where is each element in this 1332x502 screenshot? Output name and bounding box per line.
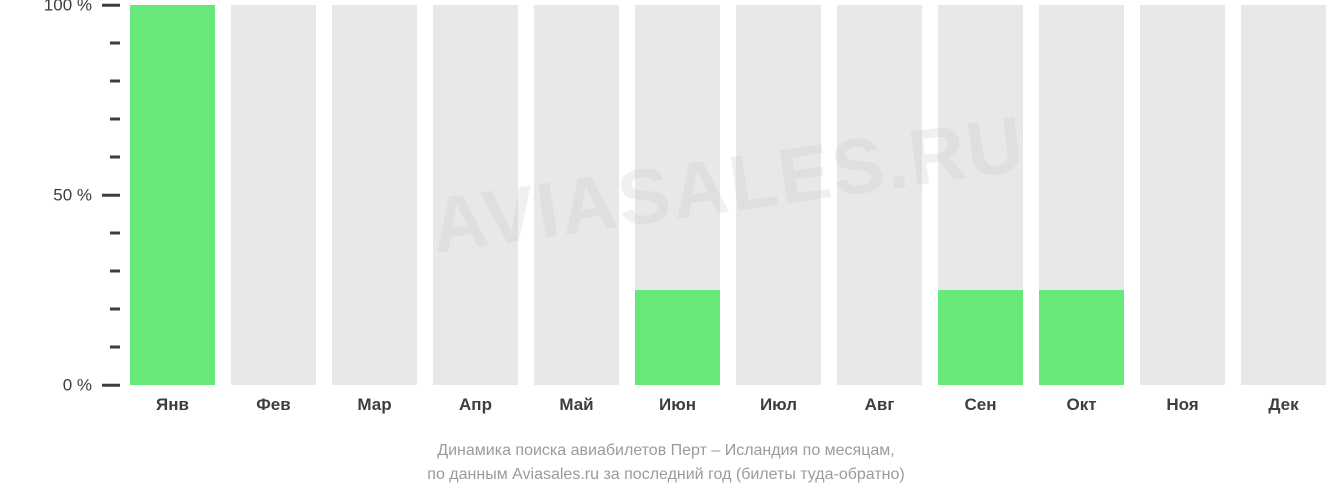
chart-column — [938, 5, 1023, 385]
chart-bar — [1039, 290, 1124, 385]
x-tick-label: Янв — [130, 395, 215, 415]
y-tick-minor — [110, 308, 120, 311]
chart-column — [433, 5, 518, 385]
y-tick-label: 50 % — [53, 185, 92, 204]
chart-bar — [130, 5, 215, 385]
chart-column — [837, 5, 922, 385]
y-tick-mark — [102, 194, 120, 197]
y-tick-mark — [102, 4, 120, 7]
x-tick-label: Июл — [736, 395, 821, 415]
x-tick-label: Сен — [938, 395, 1023, 415]
x-tick-label: Фев — [231, 395, 316, 415]
chart-column — [332, 5, 417, 385]
chart-column-bg — [534, 5, 619, 385]
chart-column-bg — [736, 5, 821, 385]
y-tick-minor — [110, 118, 120, 121]
chart-caption-line2: по данным Aviasales.ru за последний год … — [0, 466, 1332, 484]
y-tick-minor — [110, 42, 120, 45]
x-tick-label: Дек — [1241, 395, 1326, 415]
x-tick-label: Мар — [332, 395, 417, 415]
monthly-search-bar-chart: 0 %50 %100 % AVIASALES.RU ЯнвФевМарАпрМа… — [0, 0, 1332, 502]
y-tick-minor — [110, 156, 120, 159]
y-tick-minor — [110, 270, 120, 273]
x-tick-label: Ноя — [1140, 395, 1225, 415]
plot-area: AVIASALES.RU — [130, 5, 1325, 385]
chart-bar — [938, 290, 1023, 385]
y-tick-major: 100 % — [0, 0, 120, 15]
chart-bar — [635, 290, 720, 385]
chart-column-bg — [1140, 5, 1225, 385]
chart-column — [1241, 5, 1326, 385]
y-tick-mark — [102, 384, 120, 387]
chart-column-bg — [433, 5, 518, 385]
chart-column — [1140, 5, 1225, 385]
chart-column — [130, 5, 215, 385]
chart-column-bg — [231, 5, 316, 385]
y-tick-major: 50 % — [0, 185, 120, 206]
x-axis-labels: Янв Фев Мар Апр Май Июн Июл Авг Сен Окт Ноя Дек — [130, 395, 1325, 425]
y-tick-label: 100 % — [44, 0, 92, 14]
x-tick-label: Апр — [433, 395, 518, 415]
chart-column-bg — [837, 5, 922, 385]
x-tick-label: Окт — [1039, 395, 1124, 415]
chart-column-bg — [332, 5, 417, 385]
chart-column — [1039, 5, 1124, 385]
y-tick-minor — [110, 232, 120, 235]
y-tick-label: 0 % — [63, 375, 92, 394]
y-axis: 0 %50 %100 % — [0, 5, 130, 385]
y-tick-minor — [110, 80, 120, 83]
y-tick-major: 0 % — [0, 375, 120, 396]
chart-column — [231, 5, 316, 385]
chart-column — [534, 5, 619, 385]
chart-column-bg — [1241, 5, 1326, 385]
x-tick-label: Авг — [837, 395, 922, 415]
x-tick-label: Май — [534, 395, 619, 415]
x-tick-label: Июн — [635, 395, 720, 415]
chart-column — [736, 5, 821, 385]
chart-caption-line1: Динамика поиска авиабилетов Перт – Ислан… — [0, 442, 1332, 460]
y-tick-minor — [110, 346, 120, 349]
chart-column — [635, 5, 720, 385]
